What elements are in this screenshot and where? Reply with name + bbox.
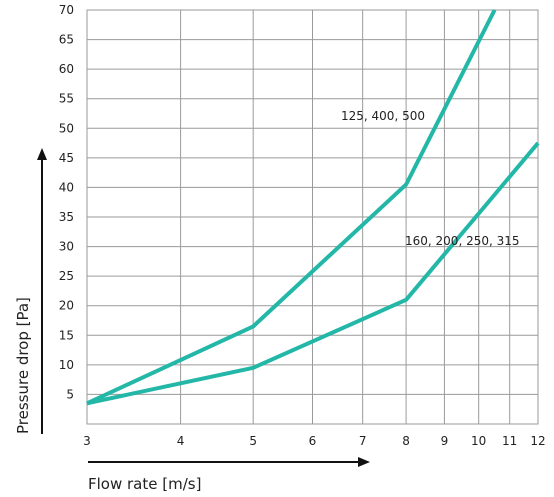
x-tick-label: 8 — [402, 434, 410, 448]
y-tick-label: 25 — [59, 269, 74, 283]
series-line-0 — [86, 9, 497, 406]
x-tick-label: 4 — [177, 434, 185, 448]
x-tick-label: 9 — [441, 434, 449, 448]
x-tick-label: 11 — [502, 434, 517, 448]
x-tick-label: 3 — [83, 434, 91, 448]
y-tick-label: 20 — [59, 299, 74, 313]
y-tick-label: 5 — [66, 387, 74, 401]
y-tick-label: 35 — [59, 210, 74, 224]
y-tick-label: 15 — [59, 328, 74, 342]
series-line-1 — [86, 141, 540, 406]
y-tick-label: 55 — [59, 92, 74, 106]
x-tick-label: 7 — [359, 434, 367, 448]
y-axis-arrow-head — [37, 148, 47, 160]
x-axis-arrow-head — [358, 457, 370, 467]
y-tick-label: 40 — [59, 180, 74, 194]
x-axis-title: Flow rate [m/s] — [88, 475, 201, 493]
y-tick-label: 30 — [59, 240, 74, 254]
y-tick-label: 70 — [59, 3, 74, 17]
y-tick-label: 45 — [59, 151, 74, 165]
y-axis-title: Pressure drop [Pa] — [14, 297, 32, 434]
y-tick-label: 10 — [59, 358, 74, 372]
y-tick-label: 65 — [59, 33, 74, 47]
x-tick-label: 10 — [471, 434, 486, 448]
y-tick-label: 50 — [59, 121, 74, 135]
y-tick-label: 60 — [59, 62, 74, 76]
grid — [86, 9, 539, 425]
series-label-1: 160, 200, 250, 315 — [405, 234, 520, 248]
series-label-0: 125, 400, 500 — [341, 109, 425, 123]
x-tick-label: 5 — [249, 434, 257, 448]
x-tick-label: 6 — [309, 434, 317, 448]
x-tick-label: 12 — [530, 434, 545, 448]
series-lines — [86, 9, 540, 406]
series-labels: 125, 400, 500 160, 200, 250, 315 — [341, 109, 520, 248]
